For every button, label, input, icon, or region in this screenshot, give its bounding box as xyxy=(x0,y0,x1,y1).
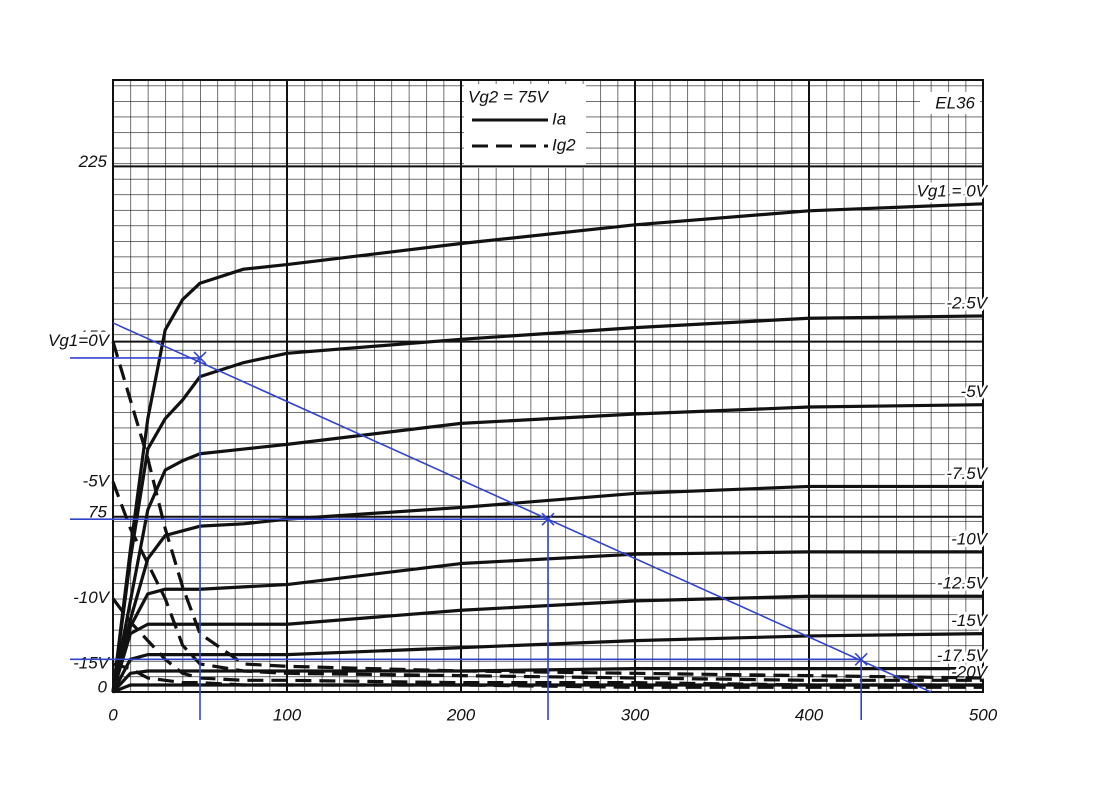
operating-point xyxy=(193,351,207,365)
ia-curve xyxy=(111,314,984,693)
curve-label: -15V xyxy=(73,653,111,672)
ig2-curve xyxy=(111,481,983,682)
curve-label: -12.5V xyxy=(937,574,989,593)
load-line xyxy=(112,322,932,693)
legend-title: Vg2 = 75V xyxy=(468,87,550,106)
y-tick-label: 75 xyxy=(88,502,107,521)
ia-curve xyxy=(111,484,983,693)
ig2-curve xyxy=(111,341,984,680)
ig2-curve xyxy=(112,662,983,689)
x-tick-label: 400 xyxy=(795,705,824,724)
curve-label: -2.5V xyxy=(946,293,988,312)
curve-label: -5V xyxy=(83,471,111,490)
curve-label: -7.5V xyxy=(946,464,988,483)
curve-label: Vg1 = 0V xyxy=(917,181,989,200)
ia-curve xyxy=(112,683,983,694)
title-box xyxy=(920,92,980,114)
label-bg xyxy=(65,331,111,352)
operating-point xyxy=(541,512,555,526)
ia-curve xyxy=(111,667,983,694)
x-tick-label: 100 xyxy=(273,705,302,724)
ig2-curve xyxy=(111,597,983,687)
y-tick-label: 0 xyxy=(98,677,108,696)
x-tick-label: 200 xyxy=(446,705,476,724)
ia-curve xyxy=(111,550,983,693)
y-tick-label: 225 xyxy=(78,152,108,171)
ia-curve xyxy=(111,202,984,693)
legend-box xyxy=(464,84,586,168)
chart-title: EL36 xyxy=(935,93,975,112)
legend-label: Ia xyxy=(552,109,566,128)
curve-label: -10V xyxy=(951,529,989,548)
ia-curve xyxy=(111,632,984,693)
curve-label: -15V xyxy=(951,611,989,630)
x-tick-label: 0 xyxy=(108,705,118,724)
curve-label: Vg1=0V xyxy=(48,331,111,350)
curve-label: -10V xyxy=(73,588,111,607)
operating-point xyxy=(854,652,868,666)
curve-label: -5V xyxy=(961,382,989,401)
label-bg xyxy=(65,471,111,492)
label-bg xyxy=(65,588,111,609)
curve-label: -17.5V xyxy=(937,646,989,665)
ia-curve xyxy=(111,403,984,693)
x-tick-label: 500 xyxy=(969,705,998,724)
x-tick-label: 300 xyxy=(621,705,650,724)
legend-label: Ig2 xyxy=(552,135,576,154)
ia-curve xyxy=(111,594,983,693)
